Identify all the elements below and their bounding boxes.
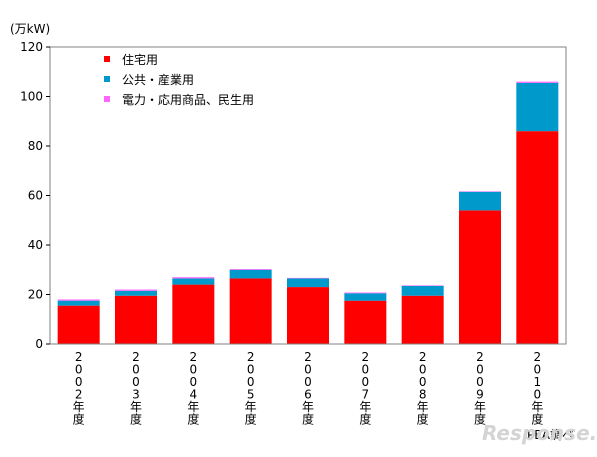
bar-segment <box>115 289 157 291</box>
bars <box>57 81 559 344</box>
bar-segment <box>229 278 272 344</box>
bar-segment <box>401 285 444 296</box>
bar-segment <box>229 269 272 279</box>
watermark: Response. <box>482 421 597 445</box>
bar-segment <box>229 269 272 270</box>
y-tick-label: 120 <box>20 40 43 54</box>
x-tick-label: 2 0 0 4 年度 <box>187 350 199 427</box>
bar-segment <box>172 278 215 285</box>
bar-segment <box>344 293 387 301</box>
bar-segment <box>172 277 215 279</box>
y-tick-label: 20 <box>28 288 43 302</box>
x-tick-label: 2 0 1 0 年度 <box>531 350 543 427</box>
y-tick-label: 0 <box>35 337 43 351</box>
x-tick-label: 2 0 0 9 年度 <box>474 350 486 427</box>
y-tick-label: 80 <box>28 139 43 153</box>
unit-label: (万kW) <box>10 22 50 36</box>
y-tick-label: 60 <box>28 189 43 203</box>
x-tick-label: 2 0 0 3 年度 <box>130 350 142 427</box>
legend-box <box>84 50 274 110</box>
legend-label: 公共・産業用 <box>122 72 194 87</box>
bar-segment <box>57 300 100 306</box>
x-tick-label: 2 0 0 6 年度 <box>302 350 314 427</box>
x-tick-label: 2 0 0 8 年度 <box>417 350 429 427</box>
bar-segment <box>287 278 329 288</box>
bar-segment <box>287 287 329 344</box>
bar-segment <box>516 81 559 83</box>
bar-segment <box>115 295 157 344</box>
bar-segment <box>57 305 100 344</box>
x-tick-label: 2 0 0 7 年度 <box>359 350 371 427</box>
bar-segment <box>344 300 387 344</box>
bar-segment <box>401 295 444 344</box>
bar-segment <box>516 131 559 344</box>
legend-swatch <box>104 96 110 102</box>
y-tick-label: 100 <box>20 90 43 104</box>
bar-segment <box>459 210 501 344</box>
y-tick-label: 40 <box>28 238 43 252</box>
x-tick-label: 2 0 0 5 年度 <box>245 350 257 427</box>
x-axis: 2 0 0 2 年度 2 0 0 3 年度 2 0 0 4 年度 2 0 0 5 年度 2 0 0 6 年度 2 0 0 7 年度 2 0 0 8… <box>73 350 544 427</box>
source-note: JPEA調べ <box>522 428 574 442</box>
y-axis: 0 20 40 60 80 100 120 <box>20 40 567 351</box>
bar-segment <box>172 284 215 344</box>
legend-label: 住宅用 <box>122 52 158 67</box>
legend-swatch <box>104 76 110 82</box>
x-tick-label: 2 0 0 2 年度 <box>73 350 85 427</box>
bar-segment <box>57 299 100 301</box>
bar-segment <box>516 82 559 132</box>
legend-swatch <box>104 56 110 62</box>
bar-segment <box>459 191 501 211</box>
bar-segment <box>344 292 387 294</box>
bar-segment <box>115 290 157 296</box>
legend-label: 電力・応用商品、民生用 <box>122 92 254 107</box>
